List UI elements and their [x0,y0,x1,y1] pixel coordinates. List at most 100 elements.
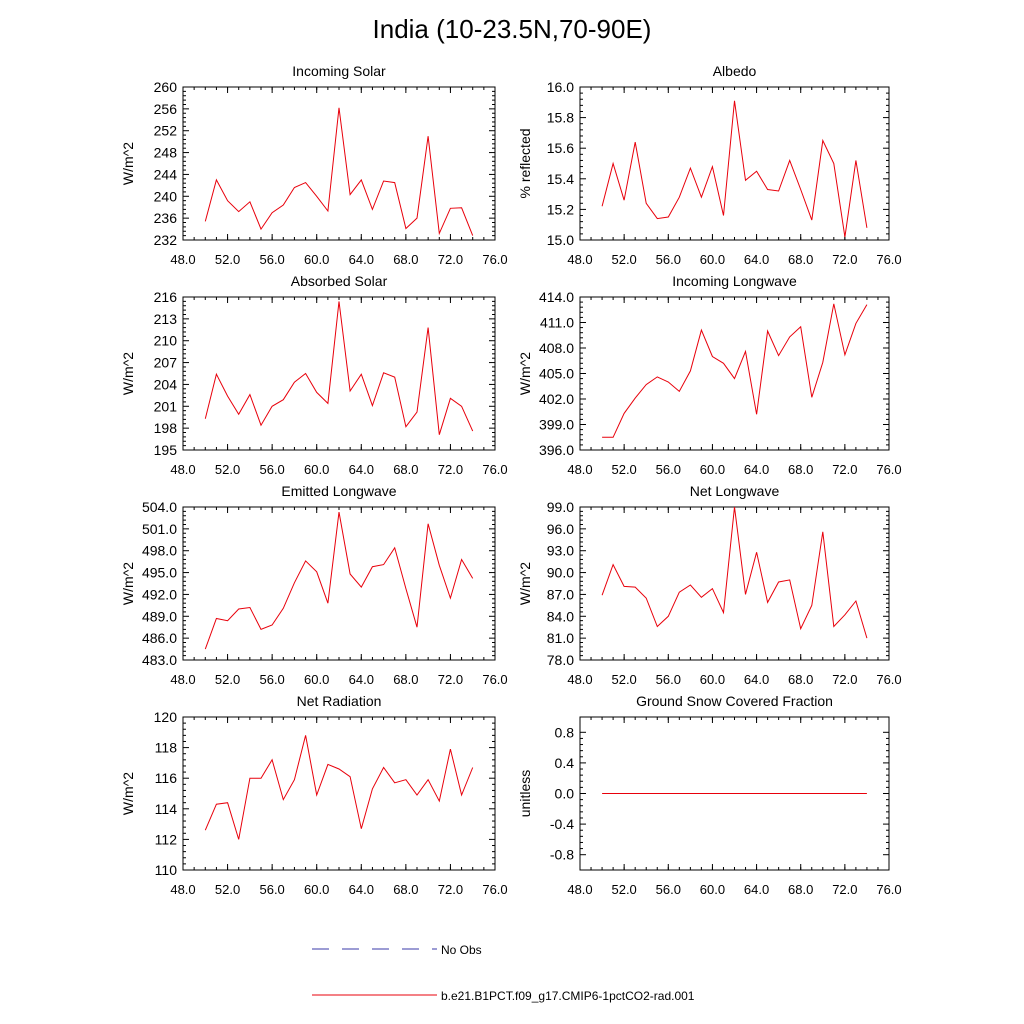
x-tick-label: 76.0 [876,462,901,477]
y-tick-label: 244 [154,166,178,182]
y-tick-label: 15.6 [547,140,574,156]
y-tick-label: 495.0 [142,565,177,581]
panel-title: Emitted Longwave [281,483,396,499]
chart-panel-6: Net Longwave W/m^2 48.0 52.0 56.0 60.0 64.0 68.… [517,483,902,687]
y-tick-label: 84.0 [547,608,574,624]
chart-panel-4: Incoming Longwave W/m^2 48.0 52.0 56.0 60.0 64… [517,273,902,477]
y-tick-label: 260 [154,79,178,95]
y-tick-label: 405.0 [539,366,574,382]
x-tick-label: 56.0 [259,252,284,267]
x-tick-label: 48.0 [170,882,195,897]
x-tick-label: 64.0 [349,462,374,477]
y-tick-label: 232 [154,232,178,248]
x-tick-label: 56.0 [656,672,681,687]
x-tick-label: 72.0 [438,882,463,897]
y-tick-label: 114 [155,801,178,817]
y-tick-label: 15.4 [547,171,574,187]
y-tick-label: 116 [155,770,178,786]
panel-title: Incoming Solar [292,63,386,79]
y-axis-label: W/m^2 [120,142,136,185]
x-tick-label: 56.0 [259,462,284,477]
x-tick-label: 64.0 [349,252,374,267]
y-tick-label: 96.0 [547,521,574,537]
x-tick-label: 52.0 [611,252,636,267]
x-tick-label: 76.0 [482,462,507,477]
y-axis-label: % reflected [517,128,533,198]
x-tick-label: 76.0 [876,672,901,687]
y-tick-label: 402.0 [539,391,574,407]
x-tick-label: 64.0 [744,252,769,267]
y-tick-label: 90.0 [547,565,574,581]
panels: Incoming Solar W/m^2 48.0 52.0 56.0 60.0 64.0 6… [120,63,902,897]
legend: No Obs b.e21.B1PCT.f09_g17.CMIP6-1pctCO2… [312,943,695,1003]
series-line [204,107,474,236]
y-tick-label: 78.0 [547,652,574,668]
y-tick-label: 483.0 [142,652,177,668]
y-tick-label: 195 [154,442,178,458]
x-tick-label: 76.0 [482,252,507,267]
chart-panel-5: Emitted Longwave W/m^2 48.0 52.0 56.0 60.0 64.… [120,483,508,687]
x-tick-label: 60.0 [700,882,725,897]
x-tick-label: 68.0 [393,462,418,477]
y-tick-label: 492.0 [142,586,177,602]
x-tick-label: 60.0 [304,672,329,687]
y-tick-label: 486.0 [142,630,177,646]
x-tick-label: 68.0 [788,672,813,687]
panel-title: Net Radiation [297,693,382,709]
x-tick-label: 60.0 [304,882,329,897]
x-tick-label: 64.0 [744,672,769,687]
x-tick-label: 52.0 [215,882,240,897]
x-tick-label: 68.0 [393,252,418,267]
y-axis-label: W/m^2 [120,352,136,395]
x-tick-label: 76.0 [482,672,507,687]
y-tick-label: 408.0 [539,340,574,356]
panel-title: Ground Snow Covered Fraction [636,693,833,709]
x-tick-label: 72.0 [832,672,857,687]
x-tick-label: 68.0 [788,882,813,897]
y-axis-label: W/m^2 [517,352,533,395]
x-tick-label: 56.0 [656,462,681,477]
legend-model-label: b.e21.B1PCT.f09_g17.CMIP6-1pctCO2-rad.00… [441,989,695,1003]
y-tick-label: 120 [154,709,178,725]
chart-panel-2: Albedo % reflected 48.0 52.0 56.0 60.0 64.0 68.… [517,63,902,267]
legend-obs-label: No Obs [441,943,482,957]
x-tick-label: 60.0 [700,672,725,687]
y-tick-label: 504.0 [142,499,177,515]
chart-panel-7: Net Radiation W/m^2 48.0 52.0 56.0 60.0 64.0 68… [120,693,508,897]
figure-title: India (10-23.5N,70-90E) [372,14,652,44]
x-tick-label: 68.0 [788,462,813,477]
y-tick-label: 110 [155,862,178,878]
x-tick-label: 56.0 [656,882,681,897]
y-axis-label: W/m^2 [120,562,136,605]
y-tick-label: 210 [154,333,178,349]
panel-title: Net Longwave [690,483,780,499]
y-tick-label: 207 [154,355,178,371]
y-tick-label: 252 [154,123,178,139]
x-tick-label: 48.0 [567,462,592,477]
series-line [204,512,474,650]
series-line [601,506,868,639]
y-tick-label: 399.0 [539,417,574,433]
x-tick-label: 48.0 [567,882,592,897]
y-tick-label: 93.0 [547,543,574,559]
plot-frame [182,716,496,871]
x-tick-label: 76.0 [482,882,507,897]
y-tick-label: 414.0 [539,289,574,305]
y-tick-label: 501.0 [142,521,177,537]
plot-frame [182,296,496,451]
x-tick-label: 72.0 [832,882,857,897]
x-tick-label: 52.0 [611,882,636,897]
y-tick-label: -0.4 [550,816,574,832]
x-tick-label: 52.0 [611,462,636,477]
y-axis-label: W/m^2 [120,772,136,815]
y-tick-label: 213 [154,311,178,327]
x-tick-label: 60.0 [700,252,725,267]
plot-frame [579,86,890,241]
y-tick-label: 489.0 [142,608,177,624]
x-tick-label: 72.0 [832,252,857,267]
y-tick-label: 0.4 [555,755,575,771]
y-tick-label: 248 [154,145,178,161]
x-tick-label: 76.0 [876,882,901,897]
x-tick-label: 48.0 [170,462,195,477]
